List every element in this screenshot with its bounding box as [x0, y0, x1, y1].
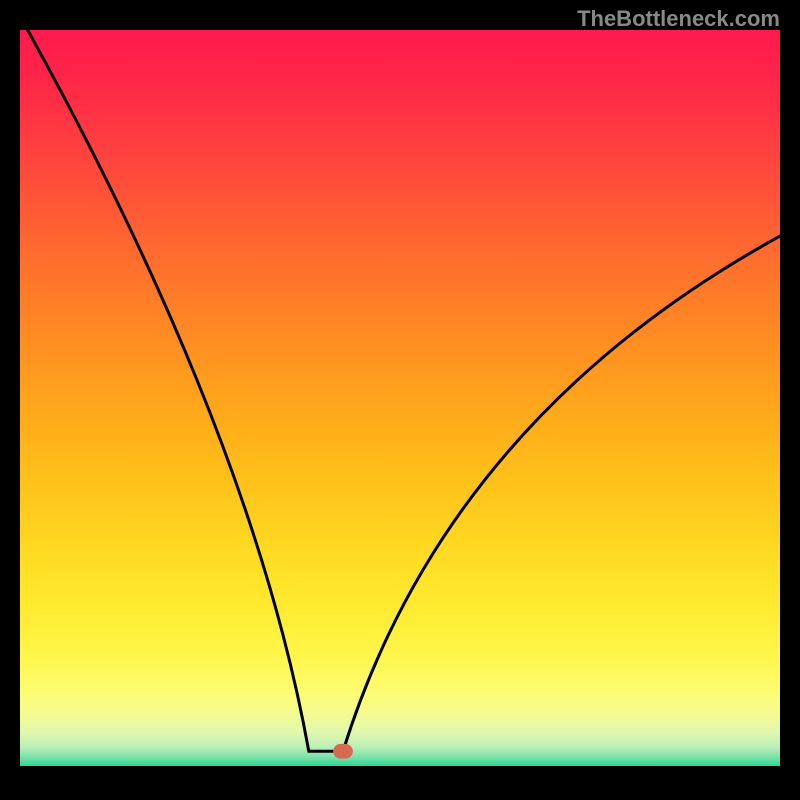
plot-container — [20, 30, 780, 766]
plot-svg — [20, 30, 780, 766]
gradient-background — [20, 30, 780, 766]
optimum-marker — [333, 744, 353, 759]
watermark-text: TheBottleneck.com — [577, 6, 780, 32]
